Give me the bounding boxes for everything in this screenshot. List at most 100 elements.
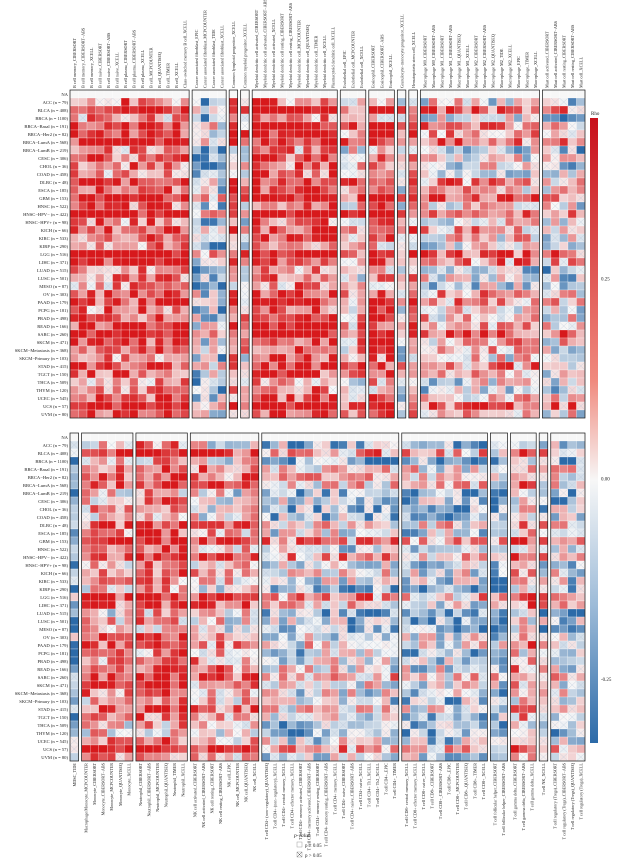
row-label: COAD (n = 458)	[37, 172, 69, 177]
heatmap-cell	[437, 393, 446, 403]
heatmap-cell	[303, 377, 312, 387]
heatmap-cell	[178, 432, 188, 442]
heatmap-cell	[81, 664, 91, 674]
nonsignificant-cross	[428, 289, 438, 299]
heatmap-cell	[198, 696, 208, 706]
heatmap-cell	[124, 448, 134, 458]
heatmap-cell	[107, 488, 116, 498]
heatmap-cell	[496, 385, 506, 395]
heatmap-cell	[340, 113, 349, 123]
heatmap-cell	[115, 720, 125, 730]
heatmap-cell	[471, 265, 481, 275]
nonsignificant-cross	[372, 512, 382, 522]
heatmap-cell	[320, 409, 329, 419]
heatmap-cell	[550, 329, 560, 339]
heatmap-cell	[200, 113, 210, 123]
heatmap-cell	[217, 121, 227, 131]
heatmap-cell	[295, 432, 305, 442]
heatmap-cell	[522, 353, 532, 363]
heatmap-cell	[328, 361, 338, 371]
heatmap-cell	[277, 193, 287, 203]
heatmap-cell	[522, 249, 532, 259]
heatmap-cell	[420, 225, 429, 235]
nonsignificant-cross	[522, 297, 532, 307]
heatmap-cell	[170, 592, 179, 602]
heatmap-cell	[191, 353, 201, 363]
heatmap-cell	[270, 696, 280, 706]
nonsignificant-cross	[576, 193, 586, 203]
nonsignificant-cross	[163, 113, 173, 123]
heatmap-cell	[146, 305, 156, 315]
column-label: Common lymphoid progenitor_XCELL	[231, 21, 236, 88]
heatmap-cell	[320, 297, 329, 307]
nonsignificant-cross	[550, 281, 560, 291]
heatmap-cell	[180, 121, 190, 131]
heatmap-cell	[418, 736, 428, 746]
nonsignificant-cross	[215, 696, 225, 706]
heatmap-cell	[286, 409, 295, 419]
heatmap-cell	[530, 297, 540, 307]
heatmap-cell	[240, 193, 250, 203]
heatmap-cell	[444, 632, 454, 642]
heatmap-cell	[505, 361, 515, 371]
heatmap-cell	[377, 401, 386, 411]
heatmap-cell	[397, 121, 406, 131]
heatmap-cell	[103, 257, 113, 267]
nonsignificant-cross	[462, 361, 472, 371]
row-label: DLBC (n = 48)	[40, 523, 69, 528]
heatmap-cell	[129, 281, 139, 291]
heatmap-cell	[435, 504, 445, 514]
heatmap-cell	[81, 608, 91, 618]
heatmap-cell	[462, 113, 472, 123]
heatmap-cell	[320, 217, 329, 227]
heatmap-cell	[294, 361, 304, 371]
heatmap-cell	[260, 153, 270, 163]
heatmap-cell	[418, 720, 428, 730]
heatmap-cell	[98, 680, 108, 690]
heatmap-cell	[217, 305, 227, 315]
heatmap-cell	[428, 393, 438, 403]
heatmap-cell	[260, 193, 270, 203]
heatmap-cell	[428, 137, 438, 147]
heatmap-cell	[124, 680, 134, 690]
nonsignificant-cross	[98, 720, 108, 730]
heatmap-cell	[154, 121, 164, 131]
nonsignificant-cross	[250, 616, 259, 626]
heatmap-cell	[191, 305, 201, 315]
heatmap-cell	[513, 137, 523, 147]
nonsignificant-cross	[209, 169, 218, 179]
heatmap-cell	[385, 329, 395, 339]
heatmap-cell	[180, 185, 190, 195]
heatmap-cell	[278, 544, 288, 554]
nonsignificant-cross	[550, 369, 560, 379]
nonsignificant-cross	[364, 528, 374, 538]
heatmap-cell	[513, 241, 523, 251]
heatmap-cell	[163, 281, 173, 291]
heatmap-cell	[445, 321, 455, 331]
heatmap-cell	[112, 89, 122, 99]
heatmap-cell	[277, 169, 287, 179]
heatmap-cell	[112, 297, 122, 307]
heatmap-cell	[69, 209, 79, 219]
heatmap-cell	[163, 185, 173, 195]
heatmap-cell	[401, 496, 411, 506]
heatmap-cell	[261, 664, 271, 674]
heatmap-cell	[200, 225, 210, 235]
column-label: Neutrophil_CIBERSORT−ABS	[146, 762, 151, 816]
heatmap-cell	[240, 345, 250, 355]
nonsignificant-cross	[372, 472, 382, 482]
heatmap-cell	[120, 129, 130, 139]
heatmap-cell	[69, 145, 79, 155]
heatmap-cell	[471, 281, 481, 291]
heatmap-cell	[435, 464, 445, 474]
nonsignificant-cross	[530, 201, 540, 211]
heatmap-cell	[287, 640, 297, 650]
heatmap-cell	[368, 153, 378, 163]
nonsignificant-cross	[348, 217, 358, 227]
heatmap-cell	[328, 185, 338, 195]
heatmap-cell	[435, 440, 445, 450]
heatmap-cell	[576, 281, 586, 291]
nonsignificant-cross	[270, 624, 280, 634]
heatmap-cell	[260, 297, 270, 307]
nonsignificant-cross	[418, 624, 428, 634]
